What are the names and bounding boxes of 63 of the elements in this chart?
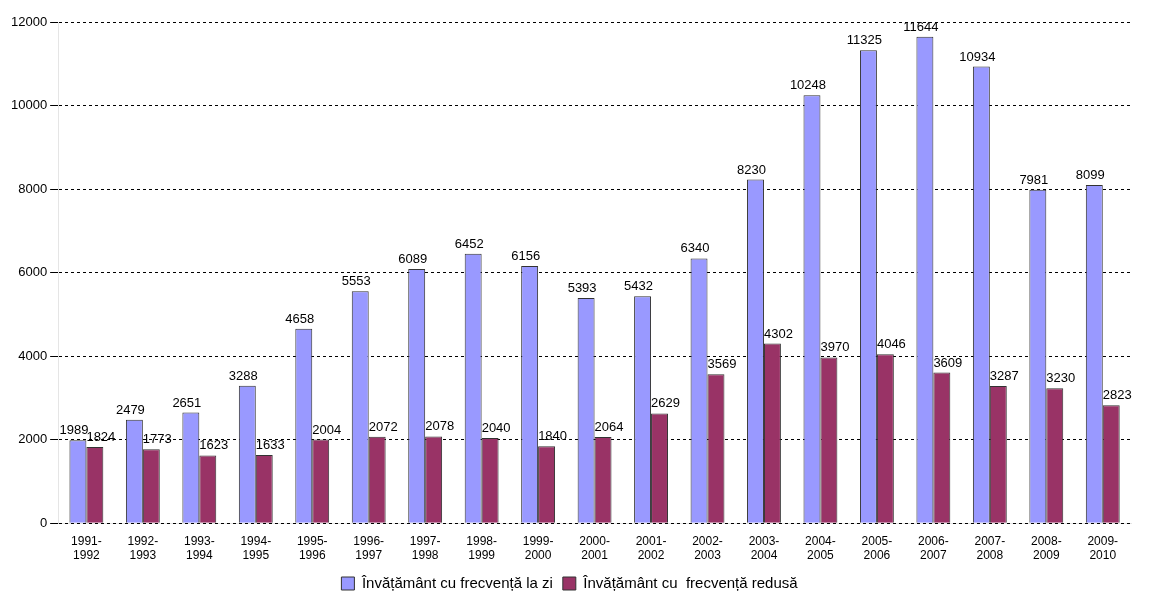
x-tick-label: 1997-1998 — [409, 533, 441, 563]
data-label: 1773 — [142, 431, 172, 447]
y-tick-label: 4000 — [18, 347, 48, 363]
x-tick-label: 2008-2009 — [1030, 533, 1062, 563]
data-label: 11325 — [846, 32, 883, 48]
data-label: 2064 — [594, 419, 624, 435]
legend-label: Învățământ cu frecvență la zi — [360, 573, 553, 591]
y-tick-label: 0 — [39, 514, 48, 530]
data-label: 6156 — [511, 248, 541, 264]
data-label: 2479 — [115, 401, 145, 417]
data-label: 3230 — [1046, 370, 1076, 386]
data-label: 2040 — [481, 420, 511, 436]
data-label: 6089 — [398, 250, 428, 266]
data-label: 2823 — [1102, 387, 1132, 403]
data-label: 1989 — [59, 422, 89, 438]
y-tick-label: 6000 — [18, 264, 48, 280]
data-label: 8230 — [737, 161, 766, 177]
data-label: 6340 — [680, 240, 710, 256]
data-label: 4046 — [876, 336, 906, 352]
x-tick-label: 1995-1996 — [296, 533, 328, 563]
x-tick-label: 2003-2004 — [748, 533, 780, 563]
legend-label: Învățământ cu frecvență redusă — [582, 573, 799, 591]
data-label: 3569 — [707, 356, 737, 372]
x-tick-label: 1994-1995 — [240, 533, 272, 563]
data-label: 1633 — [255, 437, 285, 453]
x-tick-label: 1999-2000 — [522, 533, 554, 563]
y-tick-label: 12000 — [10, 13, 48, 29]
x-tick-label: 2001-2002 — [635, 533, 667, 563]
x-tick-label: 2007-2008 — [974, 533, 1006, 563]
data-label: 2629 — [651, 395, 680, 411]
x-tick-label: 2006-2007 — [918, 533, 949, 563]
data-label: 3287 — [989, 367, 1019, 383]
data-label: 6452 — [454, 235, 484, 251]
x-tick-label: 2002-2003 — [692, 533, 723, 563]
data-label: 5432 — [624, 278, 654, 294]
y-tick-label: 2000 — [18, 431, 48, 447]
x-tick-label: 2004-2005 — [805, 533, 836, 563]
data-label: 2004 — [312, 421, 342, 437]
data-label: 8099 — [1075, 167, 1105, 183]
x-tick-label: 2005-2006 — [861, 533, 893, 563]
data-label: 5393 — [567, 280, 597, 296]
data-label: 3970 — [820, 339, 850, 355]
data-label: 7981 — [1019, 171, 1049, 187]
data-label: 4658 — [285, 310, 315, 326]
x-tick-label: 1996-1997 — [353, 533, 385, 563]
x-tick-label: 2009-2010 — [1087, 533, 1119, 563]
y-tick-label: 8000 — [18, 180, 48, 196]
data-label: 10934 — [959, 48, 996, 64]
x-tick-label: 1991-1992 — [71, 533, 102, 563]
x-tick-label: 1998-1999 — [466, 533, 497, 563]
data-label: 2078 — [425, 418, 455, 434]
data-label: 2651 — [172, 394, 202, 410]
data-label: 10248 — [789, 77, 827, 93]
data-label: 2072 — [368, 418, 398, 434]
data-label: 4302 — [763, 325, 793, 341]
x-tick-label: 1993-1994 — [183, 533, 215, 563]
x-tick-label: 1992-1993 — [127, 533, 159, 563]
data-label: 3609 — [933, 354, 963, 370]
data-label: 3288 — [228, 367, 258, 383]
data-label: 5553 — [341, 273, 371, 289]
y-tick-label: 10000 — [10, 97, 48, 113]
data-label: 1623 — [199, 437, 229, 453]
x-tick-label: 2000-2001 — [579, 533, 610, 563]
